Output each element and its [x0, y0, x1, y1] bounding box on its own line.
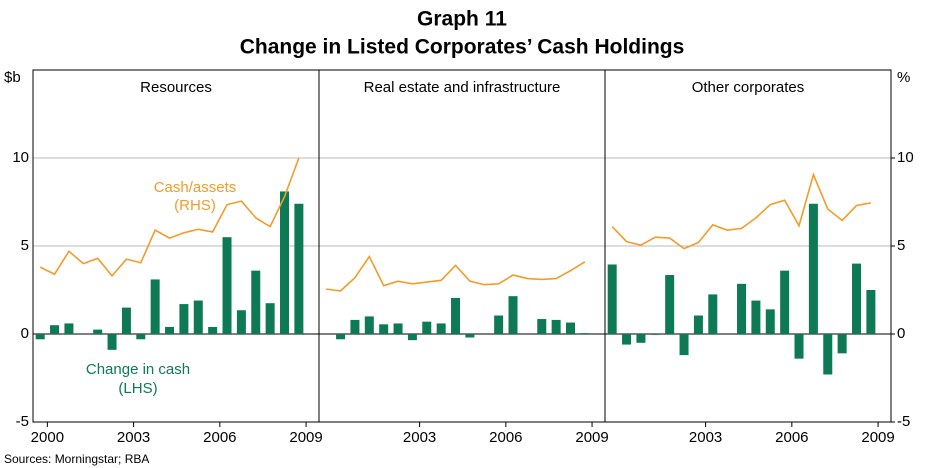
bar: [294, 203, 304, 334]
bar: [665, 275, 675, 334]
x-tick-label: 2000: [31, 429, 64, 446]
bar: [64, 323, 74, 334]
bar: [436, 323, 446, 334]
x-tick-label: 2003: [117, 429, 150, 446]
chart-subtitle: Change in Listed Corporates’ Cash Holdin…: [240, 36, 685, 59]
x-tick-label: 2003: [403, 429, 436, 446]
panel-title: Other corporates: [692, 79, 805, 96]
bar: [150, 279, 160, 334]
bar: [193, 300, 203, 334]
bar: [808, 203, 818, 334]
bar: [451, 297, 461, 334]
annotation: (RHS): [174, 197, 216, 214]
bar: [737, 283, 747, 334]
y2-axis-label: %: [897, 69, 910, 86]
x-tick-label: 2006: [203, 429, 236, 446]
x-tick-label: 2006: [489, 429, 522, 446]
bar: [265, 303, 275, 334]
bar: [866, 290, 876, 334]
chart-title: Graph 11: [417, 8, 507, 31]
x-tick-label: 2009: [575, 429, 608, 446]
bar: [251, 270, 261, 334]
bar: [852, 263, 862, 334]
bar: [107, 334, 117, 350]
bar: [607, 264, 617, 334]
line: [611, 172, 872, 250]
plot-frame: [32, 69, 892, 423]
annotation: Cash/assets: [154, 179, 237, 196]
bar: [379, 324, 389, 334]
bar: [35, 334, 45, 340]
bar: [508, 296, 518, 334]
bar: [566, 322, 576, 334]
line: [39, 157, 300, 278]
bar: [336, 334, 346, 340]
bar: [765, 309, 775, 334]
bar: [208, 326, 218, 334]
bar: [650, 334, 660, 335]
bar: [136, 334, 146, 340]
annotation: Change in cash: [86, 361, 190, 378]
panel-title: Real estate and infrastructure: [364, 79, 561, 96]
sources: Sources: Morningstar; RBA: [4, 452, 149, 466]
y-axis-label: $b: [4, 69, 21, 86]
y2-tick-label: 5: [897, 237, 905, 254]
y2-tick-label: -5: [897, 413, 910, 430]
y2-tick-label: 10: [897, 149, 914, 166]
bar: [636, 334, 646, 343]
bar: [93, 329, 103, 334]
y-tick-label: -5: [16, 413, 29, 430]
panel-title: Resources: [140, 79, 212, 96]
bar: [537, 319, 547, 334]
x-tick-label: 2003: [689, 429, 722, 446]
y-tick-label: 5: [21, 237, 29, 254]
bar: [50, 325, 60, 334]
bar: [121, 307, 131, 334]
bar: [494, 315, 504, 334]
bar: [780, 270, 790, 334]
bar: [708, 294, 718, 334]
x-tick-label: 2009: [861, 429, 894, 446]
bar: [179, 304, 189, 334]
bar: [837, 334, 847, 354]
bar: [679, 334, 689, 356]
bar: [794, 334, 804, 359]
bar: [751, 300, 761, 334]
bar: [407, 334, 417, 341]
bar: [693, 315, 703, 334]
bar: [551, 319, 561, 334]
bar: [622, 334, 632, 345]
bar: [350, 319, 360, 334]
bar: [465, 334, 475, 338]
y-tick-label: 0: [21, 325, 29, 342]
bar: [823, 334, 833, 375]
bar: [393, 323, 403, 334]
bar: [580, 333, 590, 334]
line: [326, 254, 586, 292]
annotation: (LHS): [118, 380, 157, 397]
bar: [222, 237, 232, 334]
bar: [280, 191, 290, 334]
x-tick-label: 2006: [775, 429, 808, 446]
x-tick-label: 2009: [289, 429, 322, 446]
y-tick-label: 10: [12, 149, 29, 166]
bar: [236, 310, 246, 334]
bar: [364, 316, 374, 334]
bar: [165, 326, 175, 334]
bar: [422, 321, 432, 334]
y2-tick-label: 0: [897, 325, 905, 342]
